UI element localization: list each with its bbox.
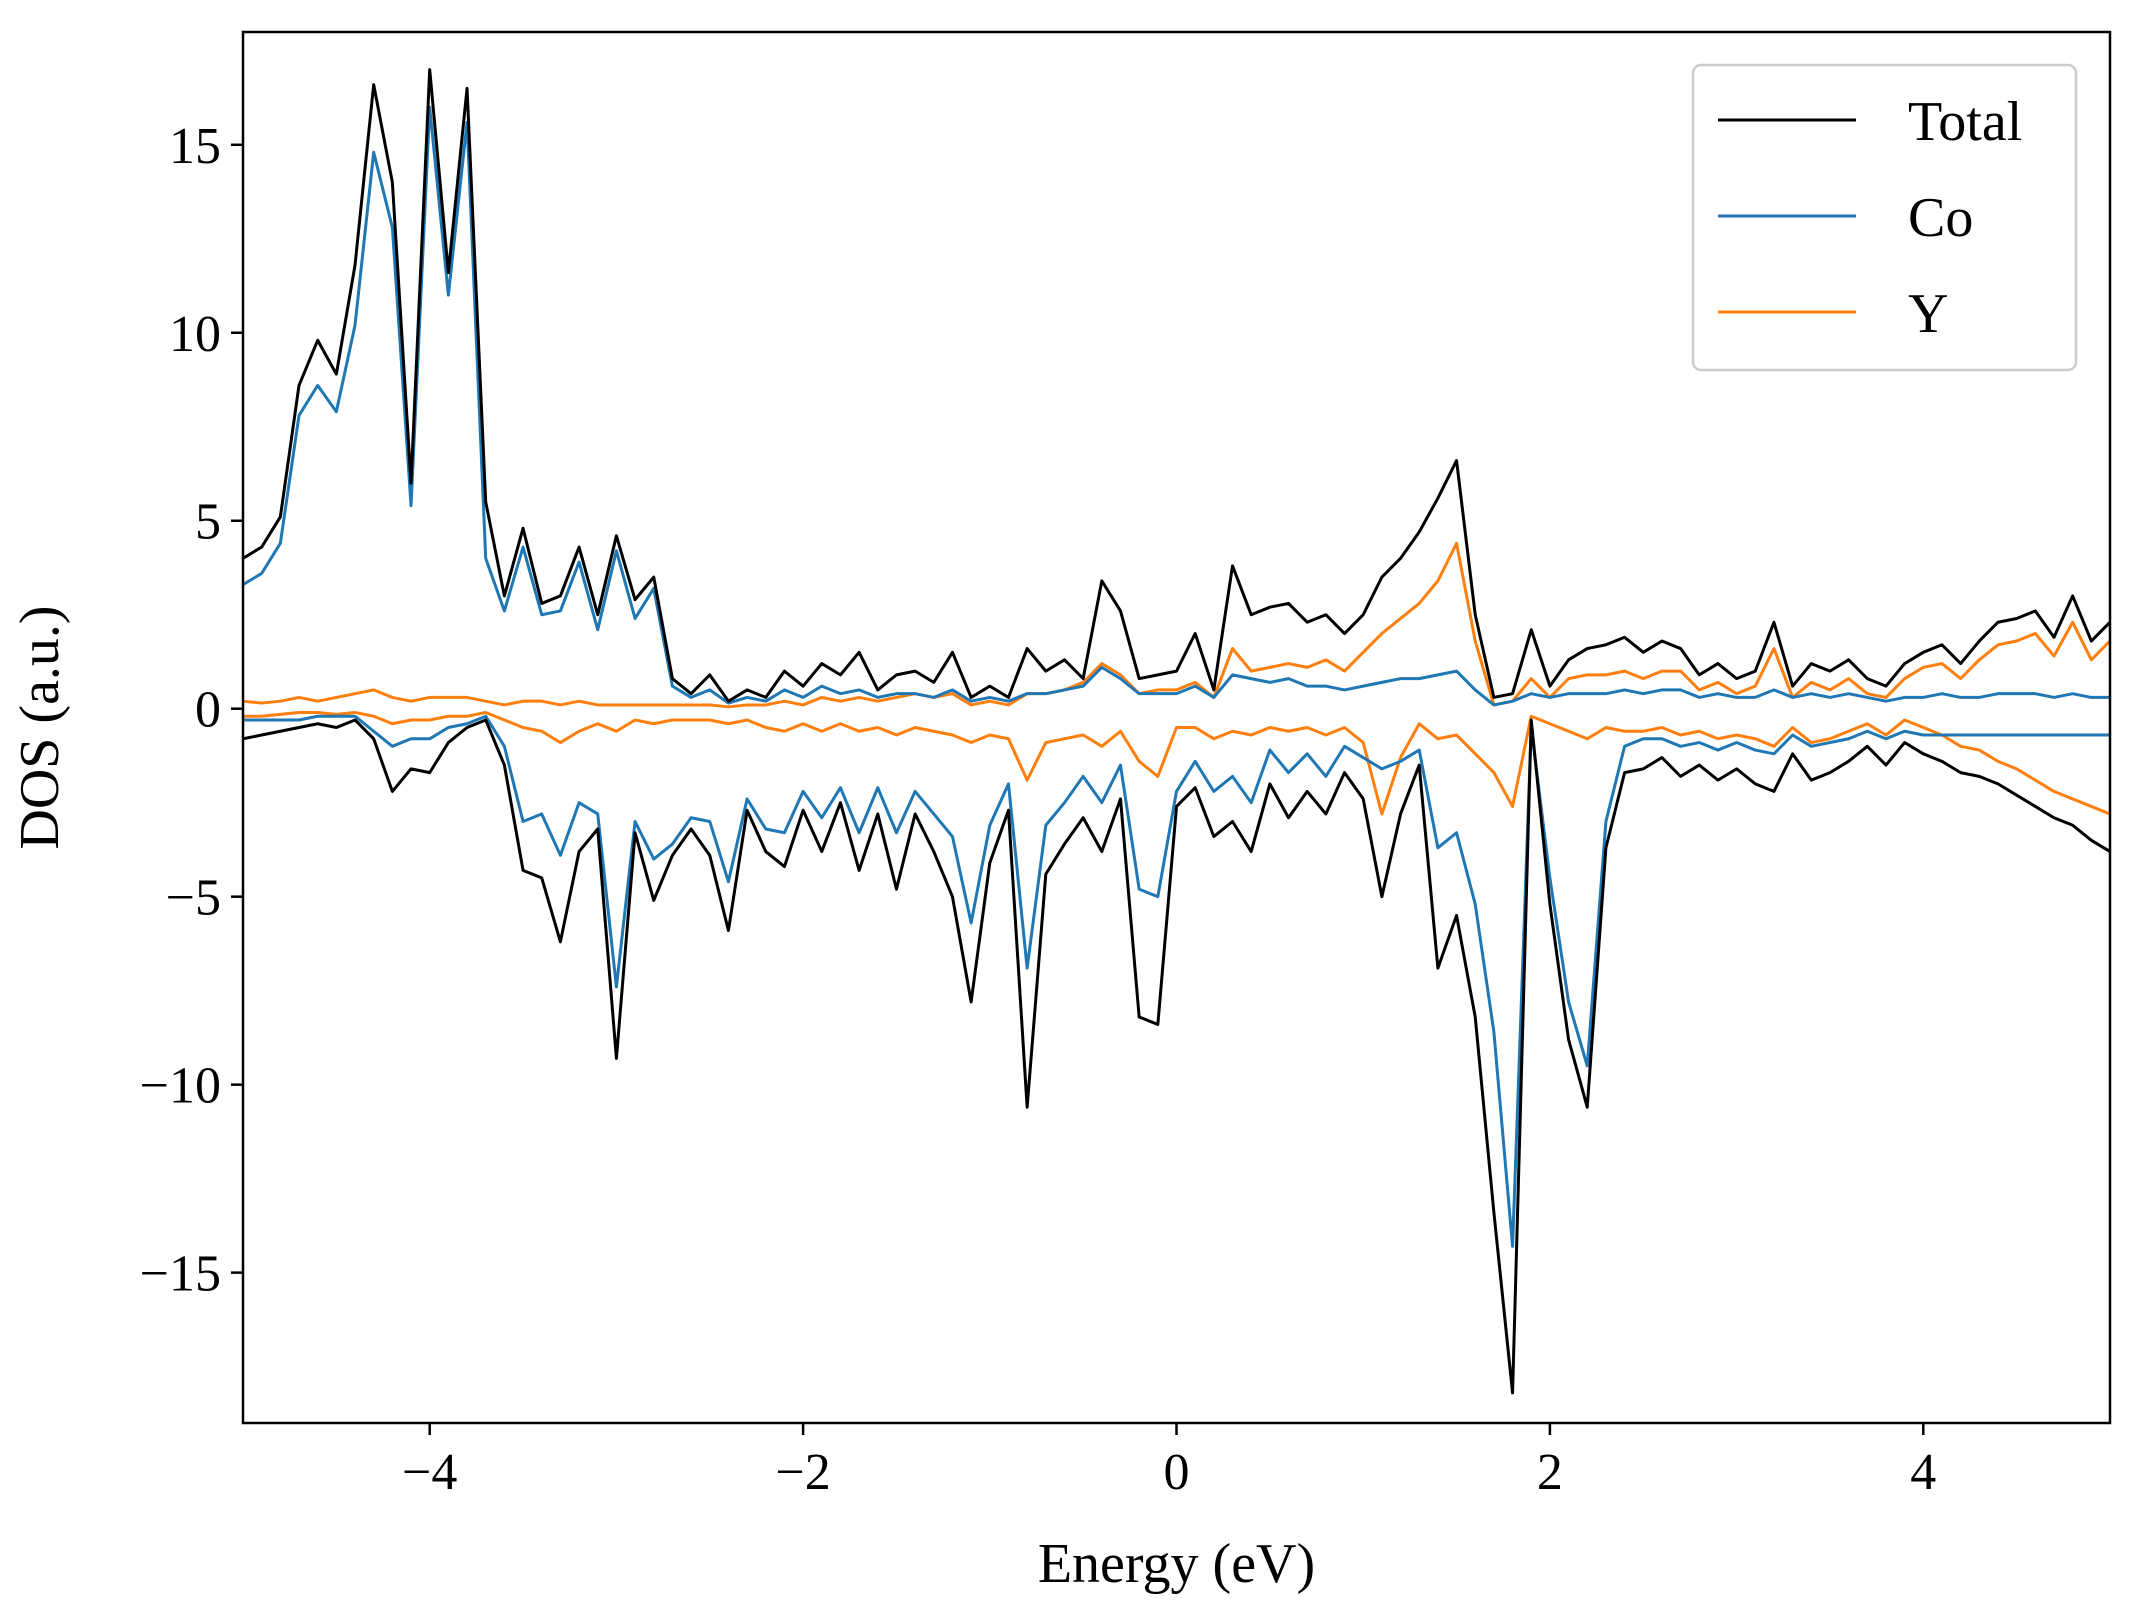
y-tick-label: 0: [195, 682, 221, 739]
x-tick-label: −4: [402, 1444, 457, 1501]
y-tick-label: 15: [169, 118, 221, 175]
legend-label-y: Y: [1908, 283, 1948, 345]
legend-label-total: Total: [1908, 91, 2022, 153]
x-tick-label: 4: [1910, 1444, 1936, 1501]
series-line-total-spin-down: [243, 718, 2110, 1395]
series-line-co-spin-up: [243, 105, 2110, 707]
y-tick-label: −10: [140, 1058, 221, 1115]
legend-box: [1691, 63, 2078, 372]
series-line-total-spin-up: [243, 68, 2110, 703]
x-tick-label: 2: [1537, 1444, 1563, 1501]
y-tick-label: −15: [140, 1246, 221, 1303]
x-axis-label: Energy (eV): [1038, 1533, 1315, 1595]
series-line-y-spin-down: [243, 710, 2110, 816]
x-axis-ticks: −4 −2 0 2 4: [402, 1423, 1936, 1501]
y-axis-ticks: −15 −10 −5 0 5 10 15: [140, 118, 243, 1303]
x-tick-label: 0: [1164, 1444, 1190, 1501]
y-tick-label: −5: [166, 870, 221, 927]
series-layer: [243, 68, 2110, 1395]
series-line-y-spin-up: [243, 541, 2110, 709]
y-tick-label: 5: [195, 494, 221, 551]
legend: Total Co Y: [1691, 63, 2078, 372]
y-axis-label: DOS (a.u.): [9, 605, 71, 849]
x-tick-label: −2: [775, 1444, 830, 1501]
series-line-co-spin-down: [243, 714, 2110, 1248]
legend-label-co: Co: [1908, 187, 1973, 249]
y-tick-label: 10: [169, 306, 221, 363]
